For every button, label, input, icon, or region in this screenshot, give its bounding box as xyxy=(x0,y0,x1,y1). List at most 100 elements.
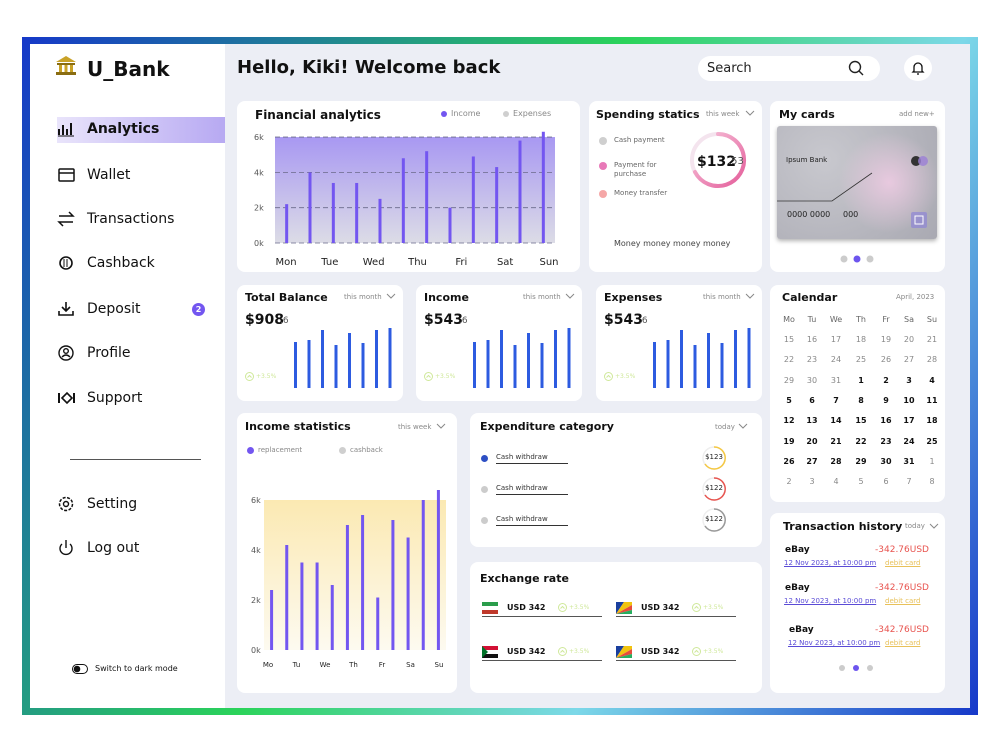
add-card-link[interactable]: add new+ xyxy=(899,110,935,118)
calendar-day[interactable]: 28 xyxy=(926,355,938,365)
bar xyxy=(747,328,751,388)
calendar-day[interactable]: 11 xyxy=(926,395,938,405)
calendar-day[interactable]: 3 xyxy=(809,477,815,487)
dark-mode-toggle[interactable]: Switch to dark mode xyxy=(95,664,178,673)
card-number: 0000 0000 xyxy=(787,210,831,219)
nav-item[interactable]: Log out xyxy=(87,540,140,556)
transaction-date: 12 Nov 2023, at 10:00 pm xyxy=(784,597,877,605)
calendar-day[interactable]: 30 xyxy=(806,375,818,385)
period-select[interactable]: this month xyxy=(703,293,741,301)
period-select[interactable]: today xyxy=(905,522,925,530)
merchant: eBay xyxy=(785,583,810,593)
calendar-day[interactable]: 26 xyxy=(880,355,892,365)
calendar-day[interactable]: 25 xyxy=(855,355,867,365)
nav-item[interactable]: Transactions xyxy=(87,211,175,227)
calendar-day[interactable]: 20 xyxy=(806,436,818,446)
calendar-day[interactable]: 16 xyxy=(806,335,818,344)
bank-card[interactable] xyxy=(777,126,937,239)
calendar-day[interactable]: 30 xyxy=(880,456,892,466)
bar xyxy=(513,345,517,388)
change-icon xyxy=(245,372,254,381)
calendar-day[interactable]: 23 xyxy=(880,436,892,446)
calendar-day[interactable]: 27 xyxy=(806,456,818,466)
bar xyxy=(653,342,656,388)
calendar-day[interactable]: 9 xyxy=(883,395,889,405)
calendar-day[interactable]: 2 xyxy=(786,477,792,487)
calendar-day[interactable]: 15 xyxy=(783,335,795,344)
calendar-day[interactable]: 15 xyxy=(855,416,867,426)
category-link[interactable]: Cash withdraw xyxy=(496,516,568,526)
period-select[interactable]: this week xyxy=(706,110,740,118)
calendar-day[interactable]: 8 xyxy=(858,395,864,405)
bell-icon xyxy=(911,62,925,75)
calendar-day[interactable]: 22 xyxy=(855,436,867,446)
nav-item[interactable]: Setting xyxy=(87,496,138,512)
calendar-day[interactable]: 31 xyxy=(830,375,842,385)
calendar-day[interactable]: 13 xyxy=(806,416,818,426)
bar xyxy=(285,545,289,650)
bar xyxy=(348,333,351,388)
transactions-card xyxy=(770,513,945,693)
calendar-day[interactable]: 17 xyxy=(903,416,915,426)
calendar-day[interactable]: 6 xyxy=(809,395,815,405)
calendar-day[interactable]: 23 xyxy=(806,355,818,365)
calendar-day[interactable]: 7 xyxy=(833,395,839,405)
period-select[interactable]: this month xyxy=(523,293,561,301)
nav-item[interactable]: Profile xyxy=(87,345,131,361)
calendar-day[interactable]: 10 xyxy=(903,395,915,405)
legend-label: Cash payment xyxy=(614,136,665,144)
calendar-day[interactable]: 22 xyxy=(783,355,795,365)
calendar-day[interactable]: 18 xyxy=(855,335,867,344)
calendar-day[interactable]: 3 xyxy=(906,375,912,385)
calendar-day[interactable]: 8 xyxy=(929,477,935,487)
period-select[interactable]: today xyxy=(715,423,735,431)
nav-item[interactable]: Analytics xyxy=(87,121,160,137)
calendar-day[interactable]: 6 xyxy=(883,477,889,487)
calendar-day[interactable]: 26 xyxy=(783,456,795,466)
bar xyxy=(666,340,670,388)
legend-dot xyxy=(599,190,607,198)
calendar-day[interactable]: 4 xyxy=(929,375,935,385)
weekday: We xyxy=(829,315,843,324)
chevron xyxy=(929,523,939,529)
calendar-day[interactable]: 14 xyxy=(830,416,842,426)
calendar-day[interactable]: 16 xyxy=(880,416,892,426)
bell-button[interactable] xyxy=(904,55,932,81)
calendar-day[interactable]: 24 xyxy=(830,355,842,365)
merchant: eBay xyxy=(789,625,814,635)
nav-icon xyxy=(58,302,74,316)
carousel-dots xyxy=(839,665,873,671)
calendar-day[interactable]: 12 xyxy=(783,416,795,426)
calendar-day[interactable]: 21 xyxy=(830,436,842,446)
nav-item[interactable]: Wallet xyxy=(87,167,131,183)
calendar-day[interactable]: 5 xyxy=(786,395,792,405)
calendar-day[interactable]: 20 xyxy=(903,335,915,344)
category-link[interactable]: Cash withdraw xyxy=(496,485,568,495)
y-tick-label: 6k xyxy=(251,496,261,505)
calendar-day[interactable]: 2 xyxy=(883,375,889,385)
calendar-day[interactable]: 7 xyxy=(906,477,912,487)
calendar-day[interactable]: 28 xyxy=(830,456,842,466)
calendar-day[interactable]: 31 xyxy=(903,456,915,466)
calendar-day[interactable]: 1 xyxy=(858,375,864,385)
search-icon xyxy=(848,60,864,76)
nav-item[interactable]: Deposit xyxy=(87,301,141,317)
calendar-day[interactable]: 4 xyxy=(833,477,839,487)
calendar-day[interactable]: 29 xyxy=(783,375,795,385)
category-link[interactable]: Cash withdraw xyxy=(496,454,568,464)
calendar-day[interactable]: 1 xyxy=(929,456,935,466)
calendar-day[interactable]: 24 xyxy=(903,436,915,446)
nav-item[interactable]: Cashback xyxy=(87,255,155,271)
calendar-day[interactable]: 25 xyxy=(926,436,938,446)
calendar-day[interactable]: 19 xyxy=(783,436,795,446)
period-select[interactable]: this week xyxy=(398,423,432,431)
calendar-day[interactable]: 19 xyxy=(880,335,892,344)
calendar-day[interactable]: 18 xyxy=(926,416,938,426)
calendar-day[interactable]: 29 xyxy=(855,456,867,466)
calendar-day[interactable]: 17 xyxy=(830,335,842,344)
period-select[interactable]: this month xyxy=(344,293,382,301)
nav-item[interactable]: Support xyxy=(87,390,143,406)
calendar-day[interactable]: 5 xyxy=(858,477,864,487)
calendar-day[interactable]: 21 xyxy=(926,335,938,344)
calendar-day[interactable]: 27 xyxy=(903,355,915,365)
